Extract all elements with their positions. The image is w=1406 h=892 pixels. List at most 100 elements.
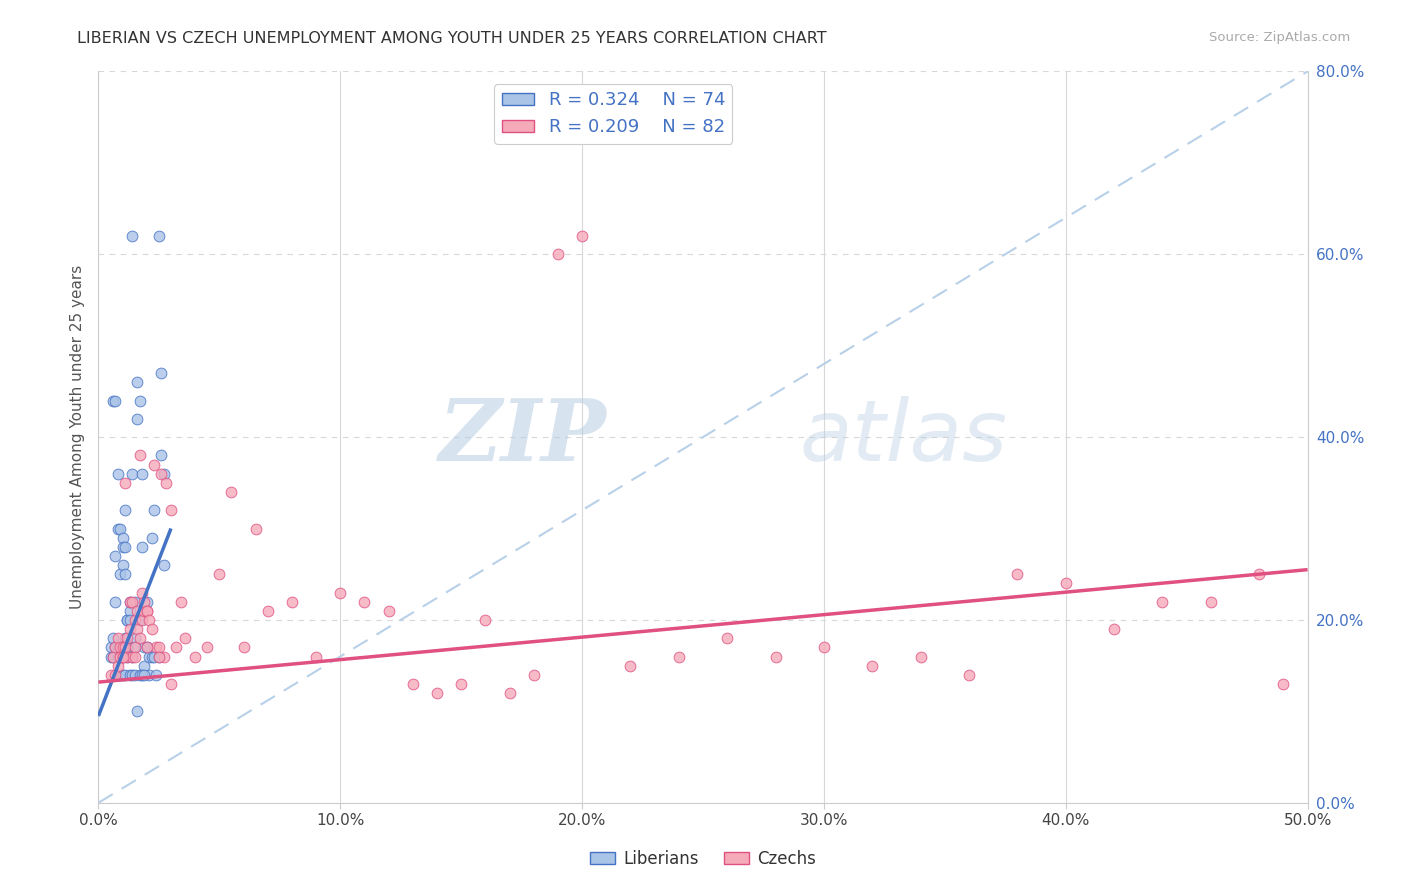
Point: [108, 649, 131, 664]
Point: [148, 640, 170, 655]
Point: [111, 540, 134, 554]
Point: [165, 640, 187, 655]
Point: [148, 649, 170, 664]
Point: [1272, 677, 1295, 691]
Point: [148, 229, 170, 244]
Point: [860, 658, 883, 673]
Point: [107, 640, 129, 655]
Point: [108, 667, 131, 681]
Point: [121, 467, 143, 481]
Point: [148, 649, 170, 664]
Point: [104, 594, 127, 608]
Point: [1007, 567, 1029, 582]
Point: [426, 686, 449, 700]
Point: [101, 649, 124, 664]
Point: [245, 521, 267, 535]
Point: [138, 613, 160, 627]
Point: [100, 667, 122, 681]
Point: [134, 594, 156, 608]
Point: [131, 467, 153, 481]
Point: [104, 667, 127, 681]
Point: [108, 521, 131, 535]
Point: [117, 649, 139, 664]
Point: [134, 604, 156, 618]
Point: [108, 649, 131, 664]
Text: LIBERIAN VS CZECH UNEMPLOYMENT AMONG YOUTH UNDER 25 YEARS CORRELATION CHART: LIBERIAN VS CZECH UNEMPLOYMENT AMONG YOU…: [77, 31, 827, 46]
Point: [117, 613, 139, 627]
Point: [127, 375, 149, 389]
Point: [174, 632, 197, 646]
Point: [114, 640, 136, 655]
Point: [101, 649, 124, 664]
Point: [160, 503, 183, 517]
Point: [160, 677, 183, 691]
Point: [111, 667, 134, 681]
Point: [135, 604, 157, 618]
Point: [121, 649, 143, 664]
Point: [121, 229, 143, 244]
Point: [131, 667, 153, 681]
Point: [107, 649, 129, 664]
Point: [127, 412, 149, 426]
Point: [117, 640, 139, 655]
Point: [111, 649, 134, 664]
Point: [131, 540, 153, 554]
Point: [118, 594, 141, 608]
Point: [135, 604, 157, 618]
Point: [128, 448, 150, 462]
Point: [152, 649, 174, 664]
Point: [450, 677, 472, 691]
Point: [619, 658, 641, 673]
Point: [114, 667, 136, 681]
Point: [121, 667, 143, 681]
Point: [377, 604, 399, 618]
Point: [329, 585, 352, 599]
Point: [124, 649, 146, 664]
Point: [104, 393, 127, 408]
Point: [141, 622, 163, 636]
Point: [134, 667, 156, 681]
Point: [145, 667, 167, 681]
Point: [281, 594, 304, 608]
Point: [100, 640, 122, 655]
Point: [135, 640, 157, 655]
Point: [114, 567, 136, 582]
Point: [104, 640, 127, 655]
Point: [124, 594, 146, 608]
Text: Source: ZipAtlas.com: Source: ZipAtlas.com: [1209, 31, 1350, 45]
Point: [108, 640, 131, 655]
Point: [108, 567, 131, 582]
Point: [118, 667, 141, 681]
Point: [1102, 622, 1125, 636]
Point: [1054, 576, 1077, 591]
Point: [128, 393, 150, 408]
Point: [124, 640, 146, 655]
Point: [143, 503, 166, 517]
Point: [474, 613, 496, 627]
Point: [107, 467, 129, 481]
Point: [100, 649, 122, 664]
Point: [353, 594, 375, 608]
Point: [104, 549, 127, 563]
Point: [121, 649, 143, 664]
Point: [135, 640, 157, 655]
Point: [118, 613, 141, 627]
Point: [131, 585, 153, 599]
Point: [150, 366, 173, 380]
Point: [1152, 594, 1174, 608]
Point: [107, 658, 129, 673]
Point: [111, 649, 134, 664]
Point: [124, 613, 146, 627]
Point: [256, 604, 278, 618]
Point: [135, 594, 157, 608]
Point: [813, 640, 835, 655]
Point: [127, 705, 149, 719]
Point: [765, 649, 787, 664]
Point: [134, 640, 156, 655]
Legend: R = 0.324    N = 74, R = 0.209    N = 82: R = 0.324 N = 74, R = 0.209 N = 82: [495, 84, 733, 144]
Point: [208, 567, 231, 582]
Point: [169, 594, 191, 608]
Point: [131, 613, 153, 627]
Point: [118, 594, 141, 608]
Point: [143, 458, 166, 472]
